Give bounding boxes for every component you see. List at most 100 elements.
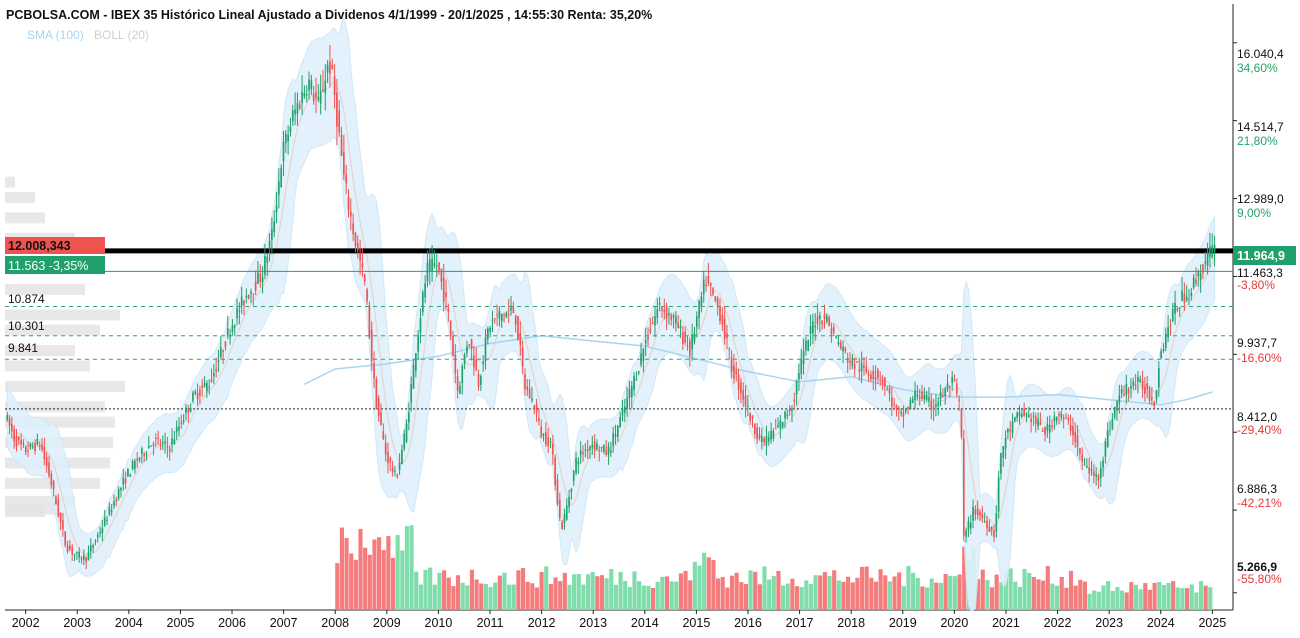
candle-body xyxy=(1011,421,1014,434)
candle-body xyxy=(73,553,76,555)
x-tick-label: 2015 xyxy=(682,616,710,630)
candle-body xyxy=(551,443,554,455)
candle-body xyxy=(1178,308,1181,310)
volume-bar xyxy=(627,586,632,610)
candle-body xyxy=(496,314,498,316)
candle-body xyxy=(844,348,847,352)
candle-body xyxy=(617,425,619,437)
indicator-boll-label[interactable]: BOLL (20) xyxy=(94,28,149,42)
candle-body xyxy=(939,392,942,399)
x-tick-label: 2017 xyxy=(786,616,814,630)
x-tick-label: 2006 xyxy=(218,616,246,630)
candle-body xyxy=(401,449,403,465)
volume-bar xyxy=(1003,570,1009,610)
volume-bar xyxy=(873,581,879,610)
volume-bar xyxy=(952,576,957,610)
candle-body xyxy=(48,462,50,476)
candle-body xyxy=(969,522,972,529)
candle-body xyxy=(1171,308,1174,322)
candle-body xyxy=(661,307,663,312)
volume-bar xyxy=(664,576,670,610)
candle-body xyxy=(1092,471,1095,476)
candle-body xyxy=(166,446,169,448)
candle-body xyxy=(1137,376,1139,382)
candle-body xyxy=(904,409,907,412)
candle-body xyxy=(1181,290,1183,301)
candle-body xyxy=(294,109,296,115)
chart-title: PCBOLSA.COM - IBEX 35 Histórico Lineal A… xyxy=(6,8,652,22)
volume-bar xyxy=(1045,566,1050,610)
volume-bar xyxy=(455,575,461,610)
candle-body xyxy=(433,263,436,267)
candle-body xyxy=(210,379,213,383)
volume-bar xyxy=(590,571,595,610)
candle-body xyxy=(475,359,478,371)
volume-profile-bar xyxy=(5,324,100,336)
candle-body xyxy=(807,340,810,352)
volume-bar xyxy=(1017,586,1022,610)
candle-body xyxy=(591,444,594,448)
candle-body xyxy=(417,334,419,352)
candle-body xyxy=(238,310,241,312)
candle-body xyxy=(765,436,768,446)
volume-bar xyxy=(446,577,451,610)
candle-body xyxy=(415,353,417,371)
volume-bar xyxy=(562,572,567,610)
candle-body xyxy=(145,453,148,455)
candle-body xyxy=(435,265,438,267)
candle-body xyxy=(575,458,577,473)
candle-body xyxy=(261,277,264,283)
indicator-sma-label[interactable]: SMA (100) xyxy=(27,28,84,42)
candle-body xyxy=(284,133,287,144)
candle-body xyxy=(684,331,687,343)
y-tick-pct: 9,00% xyxy=(1237,206,1271,220)
volume-bar xyxy=(892,576,897,610)
candle-body xyxy=(222,350,224,352)
x-tick-label: 2024 xyxy=(1147,616,1175,630)
candle-body xyxy=(1160,351,1162,359)
volume-bar xyxy=(813,575,818,610)
candle-body xyxy=(92,545,94,548)
candle-body xyxy=(1095,474,1097,477)
candle-body xyxy=(428,259,431,271)
candle-body xyxy=(69,545,71,550)
candle-body xyxy=(563,514,566,523)
volume-bar xyxy=(720,576,725,610)
volume-bar xyxy=(1157,582,1162,610)
candle-body xyxy=(319,91,322,104)
volume-bar xyxy=(502,572,507,610)
candle-body xyxy=(456,376,459,391)
candle-body xyxy=(354,232,357,247)
volume-bar xyxy=(390,557,396,610)
candle-body xyxy=(103,517,106,526)
candle-body xyxy=(853,364,856,369)
left-box-green-label: 11.563 -3,35% xyxy=(8,259,88,273)
volume-bar xyxy=(878,569,883,610)
candle-body xyxy=(1044,426,1046,436)
volume-bar xyxy=(883,575,888,610)
candle-body xyxy=(20,439,22,445)
volume-profile-bar xyxy=(5,345,75,357)
volume-profile-bar xyxy=(5,503,57,515)
volume-bar xyxy=(1096,591,1101,610)
candle-body xyxy=(99,532,101,534)
candle-body xyxy=(800,358,803,374)
candle-body xyxy=(545,432,547,445)
candle-body xyxy=(772,430,775,439)
volume-bar xyxy=(465,585,470,610)
candle-body xyxy=(486,328,489,340)
volume-bar xyxy=(957,574,962,610)
candle-body xyxy=(1139,378,1142,382)
volume-bar xyxy=(488,587,493,610)
candle-body xyxy=(1190,292,1193,297)
volume-profile-bar xyxy=(5,416,115,428)
candle-body xyxy=(693,333,696,342)
candle-body xyxy=(533,405,536,410)
candle-body xyxy=(881,379,884,384)
volume-bar xyxy=(451,586,456,610)
candle-body xyxy=(187,408,190,413)
candle-body xyxy=(459,386,461,394)
candle-body xyxy=(192,392,194,401)
candle-body xyxy=(87,552,90,561)
